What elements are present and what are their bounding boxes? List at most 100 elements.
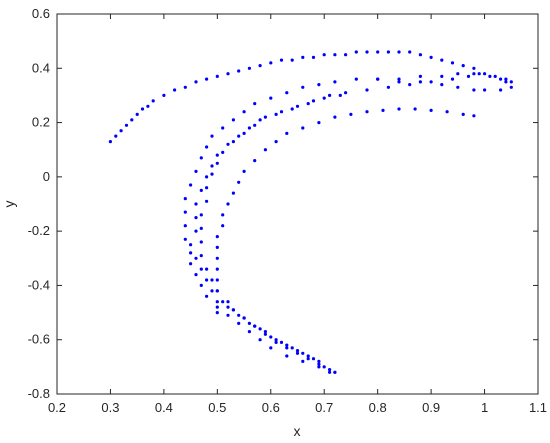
data-point	[253, 324, 257, 328]
data-point	[221, 150, 225, 154]
data-point	[237, 134, 241, 138]
data-point	[301, 85, 305, 89]
data-point	[237, 69, 241, 73]
data-point	[189, 251, 193, 255]
data-point	[183, 210, 187, 214]
data-point	[215, 153, 219, 157]
x-tick-label: 0.7	[315, 400, 333, 415]
data-point	[237, 313, 241, 317]
data-point	[263, 115, 267, 119]
data-point	[279, 58, 284, 62]
data-point	[258, 327, 262, 331]
data-point	[210, 164, 214, 168]
data-point	[247, 330, 251, 334]
data-point	[317, 365, 321, 369]
data-point	[151, 99, 155, 103]
data-point	[333, 115, 337, 119]
data-point	[183, 224, 187, 228]
y-tick-label: 0.6	[32, 6, 50, 21]
data-point	[194, 229, 198, 233]
data-point	[461, 64, 465, 68]
data-point	[210, 278, 214, 282]
data-point	[231, 118, 235, 122]
data-point	[263, 332, 267, 336]
x-tick-label: 0.5	[208, 400, 226, 415]
data-point	[183, 237, 187, 241]
y-tick-label: -0.8	[28, 386, 50, 401]
data-point	[301, 126, 305, 130]
data-point	[349, 112, 353, 116]
y-axis: -0.8 -0.6 -0.4 -0.2 0 0.2 0.4 0.6	[28, 6, 538, 401]
data-point	[215, 305, 219, 309]
data-point	[333, 80, 337, 84]
data-point	[381, 108, 385, 112]
data-point	[450, 61, 455, 65]
data-point	[199, 226, 203, 230]
data-point	[194, 273, 198, 277]
data-point	[274, 112, 278, 116]
y-tick-label: 0	[43, 169, 50, 184]
data-point	[322, 53, 326, 57]
data-point	[205, 145, 209, 149]
data-point	[231, 191, 235, 195]
data-point	[226, 72, 230, 76]
data-point	[509, 80, 513, 84]
data-point	[322, 365, 326, 369]
data-points	[108, 50, 513, 374]
data-point	[306, 102, 310, 106]
data-point	[397, 77, 401, 81]
data-point	[499, 88, 503, 92]
x-tick-label: 0.6	[262, 400, 280, 415]
data-point	[119, 129, 123, 133]
y-tick-label: -0.2	[28, 223, 50, 238]
data-point	[376, 77, 380, 81]
data-point	[258, 64, 262, 68]
data-point	[210, 289, 214, 293]
data-point	[199, 267, 203, 271]
data-point	[162, 93, 166, 97]
data-point	[173, 88, 177, 92]
data-point	[215, 278, 219, 282]
data-point	[493, 74, 497, 78]
data-point	[295, 104, 300, 108]
data-point	[237, 180, 241, 184]
data-point	[306, 354, 310, 358]
data-point	[290, 346, 294, 350]
data-point	[333, 370, 337, 374]
data-point	[397, 107, 401, 111]
data-point	[483, 72, 487, 76]
y-tick-label: 0.4	[32, 60, 50, 75]
x-axis-label: x	[294, 423, 301, 439]
data-point	[472, 88, 476, 92]
data-point	[338, 93, 342, 97]
data-point	[226, 313, 230, 317]
data-point	[215, 235, 219, 239]
data-point	[418, 80, 422, 84]
data-point	[472, 72, 476, 76]
data-point	[328, 370, 332, 374]
data-point	[215, 300, 219, 304]
data-point	[365, 50, 369, 54]
data-point	[477, 72, 481, 76]
data-point	[253, 123, 257, 127]
data-point	[253, 102, 257, 106]
data-point	[183, 85, 187, 89]
data-point	[258, 338, 262, 342]
data-point	[247, 66, 251, 70]
data-point	[429, 55, 433, 60]
data-point	[108, 140, 112, 144]
data-point	[263, 148, 267, 152]
data-point	[317, 362, 321, 366]
data-point	[242, 169, 246, 173]
data-point	[418, 74, 422, 78]
data-point	[205, 278, 209, 282]
data-point	[466, 74, 471, 78]
y-tick-label: -0.6	[28, 332, 50, 347]
data-point	[199, 156, 203, 160]
x-tick-label: 1.1	[529, 400, 547, 415]
data-point	[221, 213, 225, 217]
data-point	[183, 197, 187, 201]
y-tick-label: -0.4	[28, 277, 50, 292]
data-point	[221, 224, 225, 228]
data-point	[215, 161, 219, 165]
